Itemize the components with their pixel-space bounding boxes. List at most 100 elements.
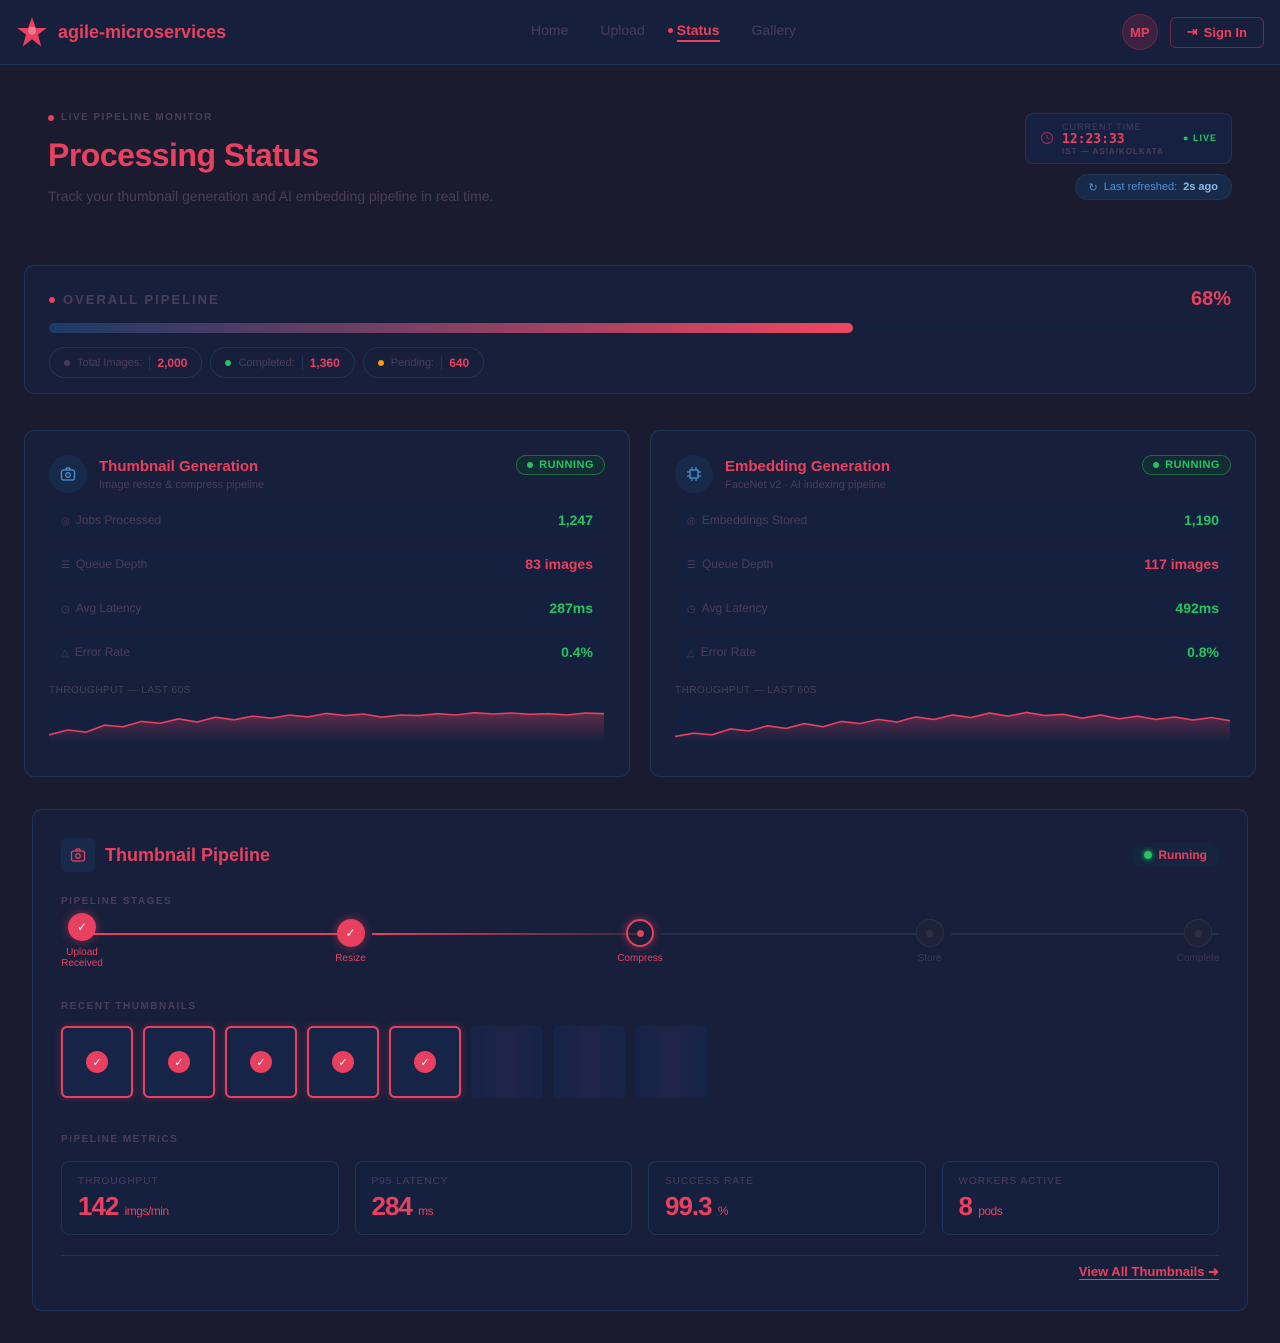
text: Resize xyxy=(335,953,366,964)
metrics-label: PIPELINE METRICS xyxy=(61,1134,179,1145)
text: RUNNING xyxy=(539,459,594,471)
text: 1,247 xyxy=(557,512,593,528)
check-icon: ✓ xyxy=(168,1051,190,1073)
stat-chip: Pending: 640 xyxy=(362,347,485,378)
view-all-thumbnails-link[interactable]: View All Thumbnails ➜ xyxy=(1078,1264,1219,1280)
metric-row: ◎ Embeddings Stored 1,190 xyxy=(675,503,1231,537)
sparkline-line xyxy=(48,711,605,736)
chip-icon xyxy=(675,455,713,493)
pipeline-metric: THROUGHPUT 142 imgs/min xyxy=(61,1161,339,1235)
sign-in-label: Sign In xyxy=(1203,24,1247,40)
text: P95 LATENCY xyxy=(371,1176,449,1187)
clock-icon: ◷ xyxy=(687,604,696,615)
nav-gallery[interactable]: Gallery xyxy=(751,22,796,38)
thumbnail[interactable]: ✓ xyxy=(143,1026,215,1098)
metric-row: △ Error Rate 0.4% xyxy=(49,635,605,669)
text: 0.4% xyxy=(561,644,593,660)
timezone: IST — ASIA/KOLKATA xyxy=(1062,147,1164,156)
throughput-sparkline xyxy=(674,702,1231,742)
warning-icon: △ xyxy=(61,648,69,659)
thumbs-label: RECENT THUMBNAILS xyxy=(61,1001,197,1012)
check-circle-icon: ◎ xyxy=(687,516,696,527)
refresh-label: Last refreshed: xyxy=(1103,181,1178,193)
hero: LIVE PIPELINE MONITOR Processing Status … xyxy=(48,112,493,204)
text: Complete xyxy=(1176,953,1220,964)
avatar[interactable]: MP xyxy=(1121,14,1158,50)
text: Queue Depth xyxy=(701,557,774,571)
stage-connector xyxy=(950,933,1219,935)
text: Avg Latency xyxy=(701,601,768,615)
throughput-label: THROUGHPUT — LAST 60S xyxy=(49,685,191,696)
text: View All Thumbnails xyxy=(1078,1264,1205,1280)
service-card: Thumbnail Generation Image resize & compr… xyxy=(24,430,630,777)
service-title: Embedding Generation xyxy=(725,457,891,475)
stage-dot-icon xyxy=(915,919,944,947)
text: Upload Received xyxy=(61,947,103,969)
thumbnail[interactable]: ✓ xyxy=(225,1026,297,1098)
pipeline-metric: P95 LATENCY 284 ms xyxy=(354,1161,632,1235)
sign-in-button[interactable]: ⇥ Sign In xyxy=(1169,16,1264,48)
top-nav: agile-microservices Home Upload Status G… xyxy=(0,0,1280,65)
camera-icon xyxy=(61,838,95,872)
stage-connector xyxy=(661,933,930,935)
thumbnail-placeholder xyxy=(553,1026,625,1098)
thumbnail[interactable]: ✓ xyxy=(389,1026,461,1098)
stage-connector xyxy=(82,933,351,935)
page-subtitle: Track your thumbnail generation and AI e… xyxy=(48,188,494,204)
text: Completed: xyxy=(238,356,295,369)
text: 142 xyxy=(78,1191,119,1221)
star-logo-icon xyxy=(17,17,47,47)
check-icon: ✓ xyxy=(414,1051,436,1073)
service-subtitle: Image resize & compress pipeline xyxy=(99,478,265,491)
metric-row: ☰ Queue Depth 83 images xyxy=(49,547,605,581)
pipeline-stage: Complete xyxy=(1168,919,1228,964)
throughput-sparkline xyxy=(48,702,605,742)
text: pods xyxy=(978,1204,1003,1218)
time-label: CURRENT TIME xyxy=(1062,122,1142,132)
text: imgs/min xyxy=(124,1204,170,1218)
list-icon: ☰ xyxy=(687,560,696,571)
pipeline-metric: SUCCESS RATE 99.3 % xyxy=(648,1161,926,1235)
overall-progress-bar xyxy=(49,323,1231,333)
text: 492ms xyxy=(1175,600,1219,616)
stage-connector xyxy=(371,933,640,935)
thumbnail-placeholder xyxy=(471,1026,543,1098)
camera-icon xyxy=(49,455,87,493)
thumbnail[interactable]: ✓ xyxy=(307,1026,379,1098)
text: Jobs Processed xyxy=(75,513,162,527)
text: 83 images xyxy=(525,556,593,572)
status-badge: RUNNING xyxy=(516,455,605,475)
text: 99.3 xyxy=(665,1191,713,1221)
nav-status[interactable]: Status xyxy=(667,22,720,42)
clock-icon: ◷ xyxy=(61,604,70,615)
text: 1,190 xyxy=(1183,512,1219,528)
nav-upload[interactable]: Upload xyxy=(600,22,645,38)
nav-home[interactable]: Home xyxy=(531,22,569,38)
text: Store xyxy=(917,953,942,964)
live-badge: ● LIVE xyxy=(1183,133,1217,143)
text: Compress xyxy=(617,953,663,964)
text: RUNNING xyxy=(1165,459,1220,471)
metric-row: ◷ Avg Latency 492ms xyxy=(675,591,1231,625)
overall-title: OVERALL PIPELINE xyxy=(63,292,220,307)
list-icon: ☰ xyxy=(61,560,70,571)
live-dot xyxy=(48,114,54,121)
text: Pending: xyxy=(390,356,435,369)
text: 2,000 xyxy=(157,355,188,370)
sparkline-area xyxy=(49,712,604,742)
text: Running xyxy=(1158,848,1207,862)
stage-dot-icon xyxy=(1184,919,1212,947)
metric-row: ◎ Jobs Processed 1,247 xyxy=(49,503,605,537)
pipeline-stage: ✓ Upload Received xyxy=(52,913,112,969)
text: 640 xyxy=(449,355,470,370)
eyebrow: LIVE PIPELINE MONITOR xyxy=(61,112,213,123)
overall-percent: 68% xyxy=(1190,288,1231,310)
text: 287ms xyxy=(549,600,593,616)
thumbnail[interactable]: ✓ xyxy=(61,1026,133,1098)
brand[interactable]: agile-microservices xyxy=(16,16,226,48)
text: % xyxy=(717,1204,729,1218)
check-icon: ✓ xyxy=(332,1051,354,1073)
text: LIVE xyxy=(1192,133,1217,143)
status-dot xyxy=(49,296,55,303)
current-time-widget: CURRENT TIME 12:23:33 IST — ASIA/KOLKATA… xyxy=(1025,113,1232,164)
